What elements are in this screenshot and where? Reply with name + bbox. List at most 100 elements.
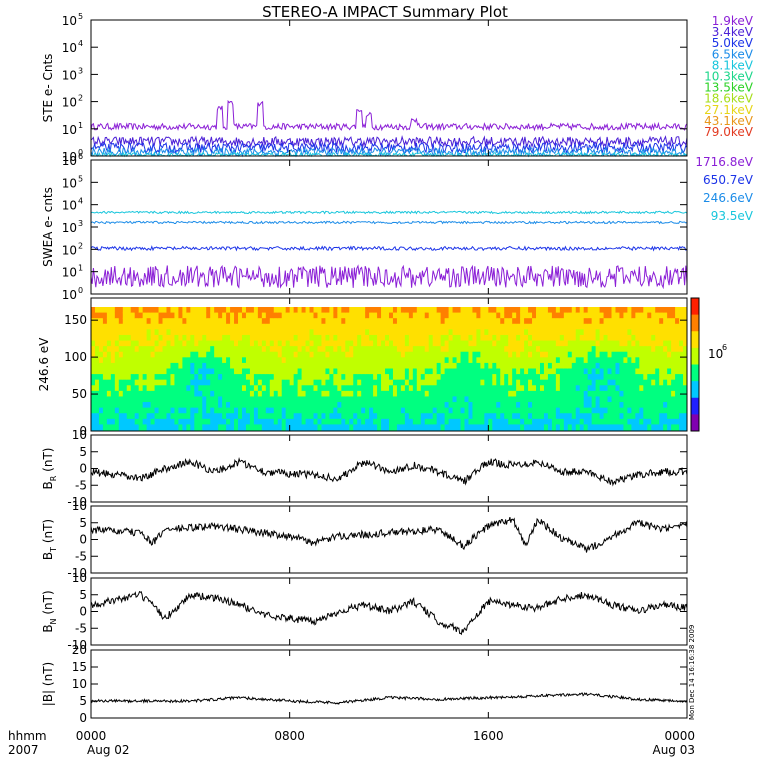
heatmap-cell xyxy=(241,334,247,342)
heatmap-cell xyxy=(468,413,473,420)
heatmap-cell xyxy=(639,390,644,397)
heatmap-cell xyxy=(289,329,295,336)
heatmap-cell xyxy=(194,402,199,409)
heatmap-cell xyxy=(468,379,473,386)
heatmap-cell xyxy=(389,379,394,386)
heatmap-cell xyxy=(265,312,271,319)
heatmap-cell xyxy=(679,312,684,319)
heatmap-cell xyxy=(647,374,652,381)
heatmap-cell xyxy=(611,340,616,347)
heatmap-cell xyxy=(651,351,656,358)
heatmap-cell xyxy=(313,340,318,347)
heatmap-cell xyxy=(679,362,684,369)
heatmap-cell xyxy=(599,323,605,330)
heatmap-cell xyxy=(357,402,362,409)
heatmap-cell xyxy=(436,329,442,336)
heatmap-cell xyxy=(615,418,620,425)
heatmap-cell xyxy=(317,312,322,319)
heatmap-cell xyxy=(110,418,116,425)
heatmap-cell xyxy=(138,362,144,369)
heatmap-cell xyxy=(647,396,652,403)
heatmap-cell xyxy=(134,379,140,386)
heatmap-cell xyxy=(520,402,525,409)
heatmap-cell xyxy=(170,418,175,425)
heatmap-cell xyxy=(448,318,454,325)
heatmap-cell xyxy=(412,379,418,386)
heatmap-cell xyxy=(122,351,128,358)
heatmap-cell xyxy=(166,357,171,364)
heatmap-cell xyxy=(245,318,251,325)
heatmap-cell xyxy=(150,379,156,386)
heatmap-cell xyxy=(579,312,585,319)
heatmap-cell xyxy=(345,379,350,386)
heatmap-cell xyxy=(150,362,156,369)
heatmap-cell xyxy=(404,390,410,397)
heatmap-cell xyxy=(643,368,648,375)
heatmap-cell xyxy=(452,351,458,358)
heatmap-cell xyxy=(357,424,362,431)
heatmap-cell xyxy=(94,334,100,342)
heatmap-cell xyxy=(98,312,104,319)
heatmap-cell xyxy=(98,334,104,342)
heatmap-cell xyxy=(234,362,239,369)
legend-entry: 8.1keV xyxy=(712,58,754,72)
heatmap-cell xyxy=(210,323,215,330)
heatmap-cell xyxy=(555,407,561,414)
heatmap-cell xyxy=(424,307,430,314)
heatmap-cell xyxy=(317,396,322,403)
heatmap-cell xyxy=(249,329,255,336)
heatmap-cell xyxy=(361,418,366,425)
heatmap-cell xyxy=(404,418,410,425)
heatmap-cell xyxy=(162,351,167,358)
heatmap-cell xyxy=(651,424,656,431)
heatmap-cell xyxy=(98,390,104,397)
heatmap-cell xyxy=(480,351,485,358)
heatmap-cell xyxy=(182,346,187,353)
heatmap-cell xyxy=(261,385,267,392)
heatmap-cell xyxy=(257,402,263,409)
heatmap-cell xyxy=(261,329,267,336)
heatmap-cell xyxy=(325,390,330,397)
heatmap-cell xyxy=(230,385,235,392)
heatmap-cell xyxy=(420,418,426,425)
heatmap-cell xyxy=(301,424,307,431)
heatmap-cell xyxy=(444,385,450,392)
heatmap-cell xyxy=(249,413,255,420)
heatmap-cell xyxy=(456,357,462,364)
heatmap-cell xyxy=(440,374,446,381)
heatmap-cell xyxy=(408,368,414,375)
heatmap-cell xyxy=(285,402,291,409)
heatmap-cell xyxy=(110,368,116,375)
heatmap-cell xyxy=(341,318,346,325)
heatmap-cell xyxy=(392,329,398,336)
heatmap-cell xyxy=(134,340,140,347)
colorbar-segment xyxy=(691,414,699,432)
heatmap-cell xyxy=(333,368,338,375)
heatmap-cell xyxy=(591,357,597,364)
heatmap-cell xyxy=(400,424,406,431)
heatmap-cell xyxy=(349,312,354,319)
heatmap-cell xyxy=(357,407,362,414)
heatmap-cell xyxy=(484,318,489,325)
heatmap-cell xyxy=(182,396,187,403)
heatmap-cell xyxy=(571,407,577,414)
heatmap-cell xyxy=(675,312,680,319)
heatmap-cell xyxy=(476,329,481,336)
heatmap-cell xyxy=(297,368,303,375)
heatmap-cell xyxy=(357,385,362,392)
heatmap-cell xyxy=(130,323,136,330)
heatmap-cell xyxy=(222,374,227,381)
heatmap-cell xyxy=(277,374,283,381)
heatmap-cell xyxy=(198,346,203,353)
heatmap-cell xyxy=(238,385,243,392)
heatmap-cell xyxy=(460,407,465,414)
heatmap-cell xyxy=(257,424,263,431)
series-93.5eV xyxy=(90,210,688,215)
heatmap-cell xyxy=(643,318,648,325)
heatmap-cell xyxy=(210,402,215,409)
heatmap-cell xyxy=(496,407,501,414)
heatmap-cell xyxy=(321,390,326,397)
heatmap-cell xyxy=(218,340,223,347)
heatmap-cell xyxy=(683,396,688,403)
colorbar-segment xyxy=(691,397,699,415)
